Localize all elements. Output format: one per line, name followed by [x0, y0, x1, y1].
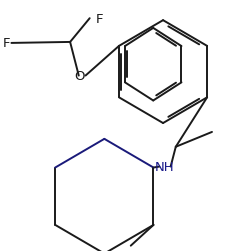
Text: F: F	[95, 13, 102, 26]
Text: NH: NH	[155, 161, 174, 173]
Text: F: F	[3, 37, 10, 50]
Text: O: O	[74, 70, 85, 83]
